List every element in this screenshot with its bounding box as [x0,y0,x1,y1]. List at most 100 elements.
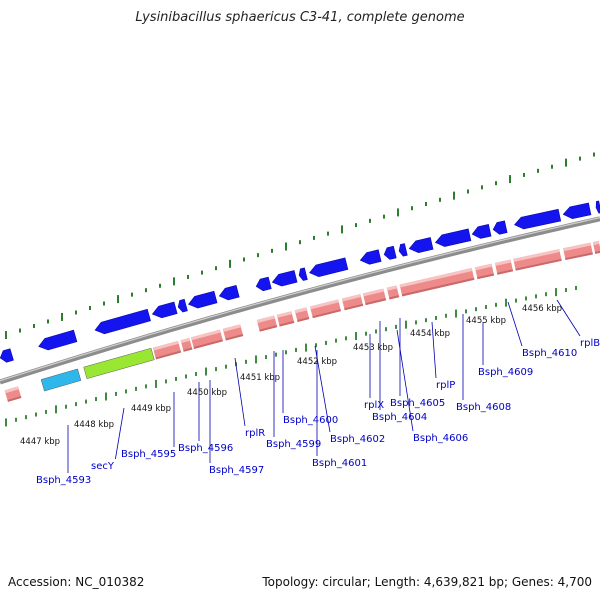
outer-tick-mark [257,253,259,258]
inner-tick-mark [35,412,37,417]
inner-tick-mark [545,292,547,297]
outer-tick-mark [33,323,35,328]
inner-tick-mark [155,379,157,388]
inner-tick-mark [195,371,197,376]
outer-tick-mark [593,152,595,157]
inner-tick-mark [475,307,477,312]
outer-tick-mark [103,301,105,306]
inner-tick-mark [165,379,167,384]
inner-tick-mark [375,329,377,334]
outer-tick-mark [187,274,189,279]
inner-tick-mark [115,391,117,396]
gene-label: Bsph_4600 [283,415,338,426]
scale-label: 4450 kbp [187,388,227,398]
outer-tick-mark [579,156,581,161]
inner-tick-mark [135,386,137,391]
inner-tick-mark [325,340,327,345]
gene-label: Bsph_4602 [330,434,385,445]
inner-tick-mark [5,418,7,427]
inner-tick-mark [445,313,447,318]
outer-tick-mark [299,240,301,245]
inner-tick-mark [555,288,557,297]
inner-tick-mark [535,294,537,299]
inner-tick-mark [465,309,467,314]
inner-tick-mark [265,355,267,360]
inner-tick-mark [65,404,67,409]
inner-tick-mark [335,338,337,343]
gene-label: Bsph_4599 [266,439,321,450]
cds-feature [255,276,272,292]
inner-tick-mark [485,305,487,310]
inner-tick-mark [15,417,17,422]
outer-tick-mark [159,283,161,288]
inner-tick-mark [405,320,407,329]
outer-tick-mark [369,218,371,223]
gene-label: Bsph_4606 [413,433,468,444]
backbone-highlight [0,217,600,382]
scale-label: 4456 kbp [522,304,562,314]
gene-feature [256,315,278,332]
inner-tick-mark [515,298,517,303]
outer-tick-mark [551,164,553,169]
cds-feature [218,285,240,301]
genome-backbone [0,216,600,385]
scale-label: 4451 kbp [240,373,280,383]
scale-label: 4452 kbp [297,357,337,367]
gene-label: Bsph_4593 [36,475,91,486]
inner-tick-mark [255,355,257,364]
gene-feature [222,324,244,341]
inner-tick-mark [295,347,297,352]
outer-tick-mark [425,201,427,206]
outer-tick-mark [355,223,357,228]
outer-tick-mark [565,158,567,167]
inner-tick-mark [575,285,577,290]
inner-tick-mark [85,399,87,404]
label-leader-line [234,357,246,427]
outer-tick-mark [229,259,231,268]
gene-feature [513,249,562,271]
outer-tick-mark [411,206,413,211]
gene-feature [309,299,342,319]
outer-tick-mark [5,331,7,340]
outer-tick-mark [75,310,77,315]
scale-label: 4447 kbp [20,437,60,447]
gene-label: Bsph_4610 [522,348,577,359]
gene-feature [399,268,475,297]
gene-label: rplR [245,428,265,439]
gene-label: Bsph_4597 [209,465,264,476]
map-title: Lysinibacillus sphaericus C3-41, complet… [135,10,465,25]
label-leader-line [431,321,437,379]
outer-tick-track [5,152,595,340]
inner-tick-mark [275,352,277,357]
trna-like-feature [40,368,82,392]
inner-tick-mark [205,367,207,376]
label-leaders [67,299,581,473]
gene-label: Bsph_4595 [121,449,176,460]
inner-tick-mark [25,415,27,420]
inner-tick-mark [185,374,187,379]
inner-tick-mark [105,392,107,401]
outer-tick-mark [509,175,511,184]
outer-tick-mark [439,197,441,202]
outer-tick-mark [383,214,385,219]
outer-tick-mark [243,257,245,262]
scale-label: 4454 kbp [410,329,450,339]
gene-feature [276,311,295,327]
cds-feature [492,220,508,235]
outer-tick-mark [89,305,91,310]
feature-track [0,200,600,402]
inner-tick-mark [245,359,247,364]
outer-tick-mark [271,248,273,253]
gene-feature [341,294,364,311]
gene-label: Bsph_4601 [312,458,367,469]
outer-tick-mark [523,172,525,177]
outer-tick-mark [215,266,217,271]
gene-feature [494,259,514,275]
outer-tick-mark [397,208,399,217]
outer-tick-mark [313,235,315,240]
gene-label: secY [91,461,115,472]
outer-tick-mark [61,312,63,321]
inner-tick-mark [365,331,367,336]
inner-tick-mark [305,343,307,352]
